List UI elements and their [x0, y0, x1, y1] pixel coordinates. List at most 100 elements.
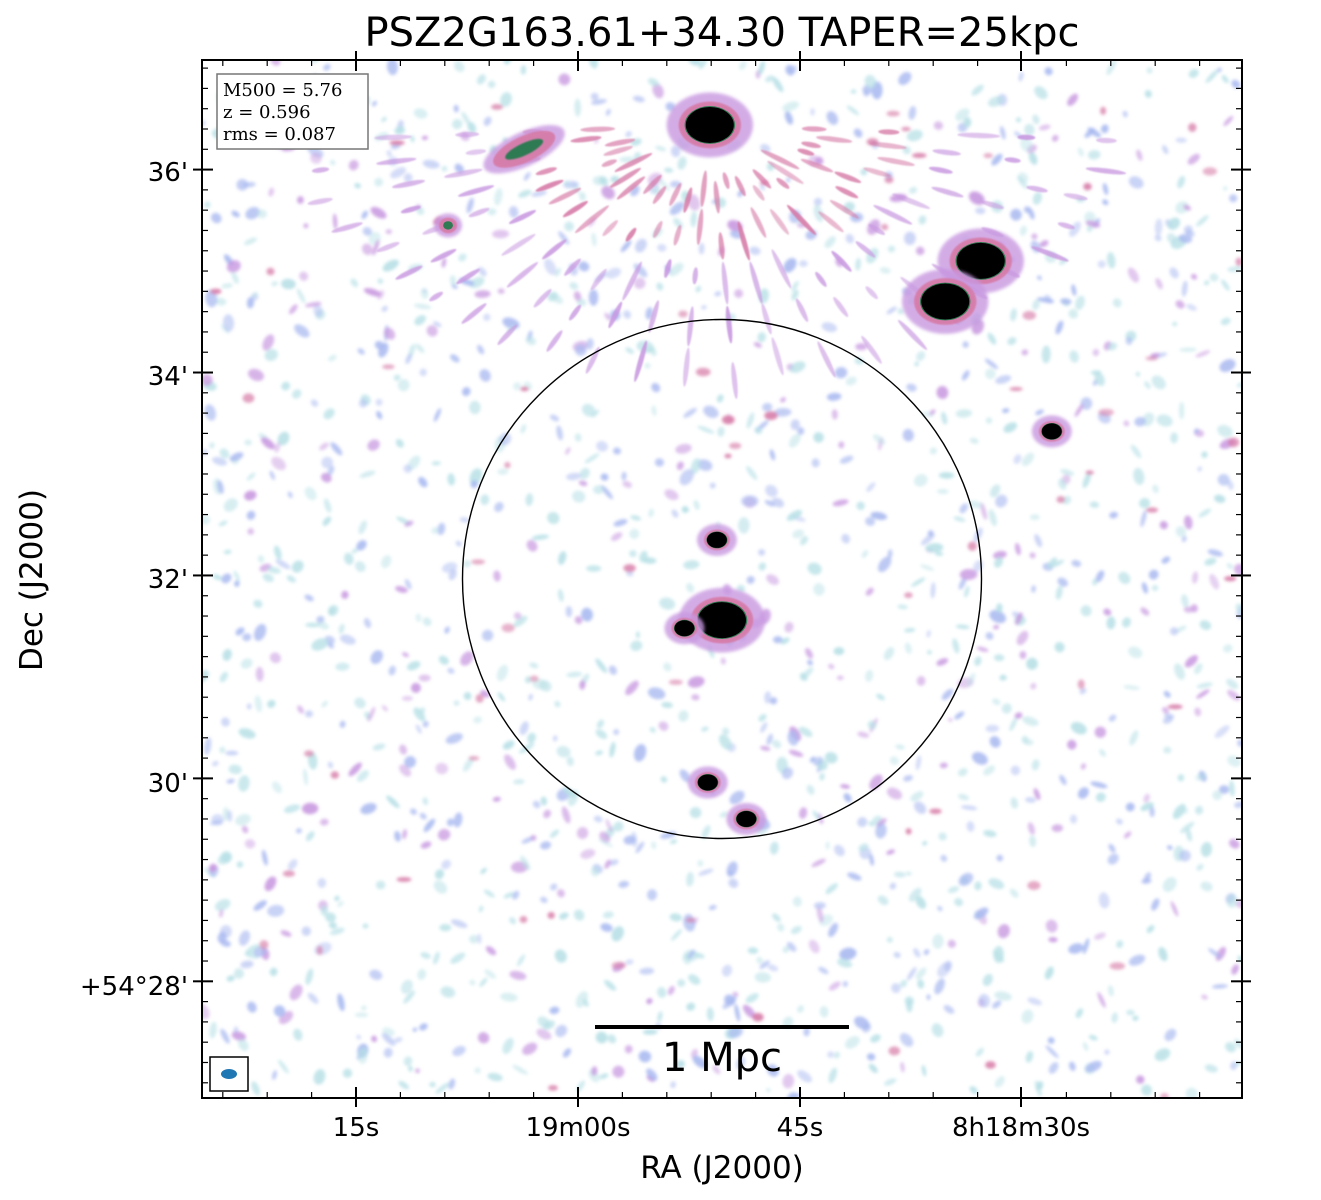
sidelobe-streak: [931, 186, 964, 198]
noise-blob: [493, 570, 501, 582]
noise-blob: [572, 490, 586, 503]
noise-blob: [296, 288, 306, 304]
noise-blob: [339, 634, 356, 645]
noise-blob: [565, 606, 573, 618]
noise-blob: [1141, 1084, 1153, 1096]
noise-blob: [483, 889, 495, 898]
noise-blob: [902, 428, 914, 442]
noise-blob: [218, 520, 228, 527]
noise-blob: [766, 733, 773, 746]
y-tick-label: 32': [148, 565, 188, 595]
noise-blob: [908, 887, 922, 902]
noise-blob: [234, 580, 240, 587]
noise-blob: [771, 739, 782, 749]
noise-blob: [527, 732, 536, 744]
noise-blob: [706, 1007, 714, 1021]
noise-blob: [909, 186, 918, 194]
noise-blob: [245, 944, 260, 955]
noise-blob: [532, 800, 541, 809]
sidelobe-streak: [533, 288, 552, 308]
noise-blob: [698, 242, 705, 255]
noise-blob: [497, 692, 506, 702]
noise-blob: [780, 637, 790, 645]
noise-blob: [372, 743, 386, 751]
radio-source: [664, 612, 705, 645]
noise-blob: [1094, 932, 1106, 940]
noise-blob: [361, 1005, 367, 1011]
noise-blob: [445, 733, 463, 744]
noise-blob: [920, 564, 934, 571]
noise-blob: [450, 952, 466, 964]
noise-blob: [222, 649, 232, 661]
noise-blob: [342, 1068, 353, 1078]
noise-blob: [310, 399, 319, 407]
sidelobe-streak: [873, 205, 913, 225]
noise-blob: [274, 442, 281, 453]
noise-blob: [1034, 1080, 1042, 1090]
noise-blob: [677, 156, 687, 170]
noise-blob: [1059, 774, 1067, 786]
noise-blob: [601, 186, 615, 200]
noise-blob: [1201, 451, 1208, 458]
noise-blob: [397, 379, 410, 392]
noise-blob: [969, 437, 979, 444]
noise-blob: [925, 543, 944, 553]
noise-blob: [242, 182, 256, 188]
noise-blob: [1172, 803, 1186, 820]
noise-blob: [399, 764, 412, 777]
noise-blob: [1104, 1049, 1110, 1055]
noise-blob: [683, 560, 700, 570]
noise-blob: [479, 369, 491, 382]
noise-blob: [679, 469, 694, 486]
noise-blob: [1082, 472, 1092, 489]
sidelobe-streak: [603, 145, 633, 156]
noise-blob: [968, 191, 985, 205]
noise-blob: [283, 804, 301, 814]
noise-blob: [939, 762, 948, 769]
noise-blob: [658, 721, 669, 731]
noise-blob: [356, 540, 367, 551]
noise-blob: [983, 830, 997, 838]
noise-blob: [1103, 608, 1112, 616]
sidelobe-streak: [669, 182, 682, 206]
noise-blob: [1116, 818, 1123, 825]
sidelobe-streak: [760, 149, 800, 170]
sidelobe-streak: [687, 306, 694, 347]
noise-blob: [992, 950, 1005, 963]
noise-blob: [580, 848, 596, 859]
noise-blob: [623, 835, 636, 845]
sidelobe-streak: [580, 126, 616, 132]
noise-blob: [630, 640, 643, 652]
noise-blob: [492, 229, 510, 239]
noise-blob: [994, 1076, 1005, 1088]
noise-blob: [453, 700, 460, 706]
noise-blob: [1134, 416, 1146, 427]
noise-blob: [537, 1016, 551, 1028]
noise-blob: [828, 1067, 838, 1084]
noise-blob: [1144, 89, 1152, 98]
noise-blob: [316, 615, 325, 624]
radio-source: [1031, 415, 1072, 448]
noise-peak: [1146, 507, 1159, 513]
noise-blob: [1097, 991, 1106, 1008]
noise-blob: [519, 721, 529, 735]
noise-blob: [718, 734, 732, 750]
noise-blob: [1021, 349, 1029, 356]
noise-blob: [1095, 570, 1105, 583]
noise-blob: [449, 275, 457, 287]
noise-blob: [419, 812, 427, 820]
noise-peak: [1224, 576, 1237, 582]
noise-blob: [566, 671, 583, 678]
noise-peak: [330, 771, 339, 779]
noise-blob: [841, 533, 851, 544]
noise-peak: [1167, 704, 1183, 710]
noise-blob: [845, 234, 854, 244]
noise-blob: [1229, 780, 1235, 797]
noise-blob: [1181, 535, 1187, 543]
noise-blob: [1172, 321, 1178, 327]
sidelobe-streak: [713, 180, 720, 214]
noise-blob: [785, 64, 795, 76]
noise-blob: [789, 361, 806, 373]
noise-blob: [714, 291, 722, 297]
noise-blob: [1175, 137, 1187, 143]
